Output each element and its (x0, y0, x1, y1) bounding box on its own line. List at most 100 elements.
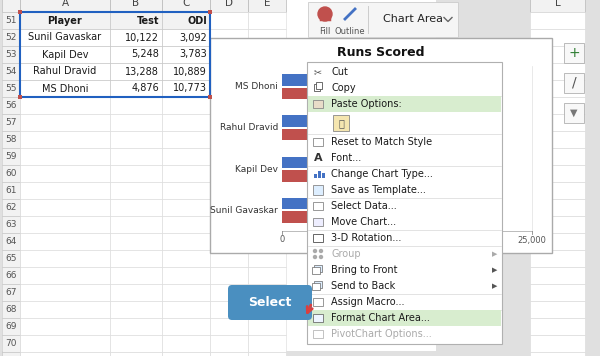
FancyBboxPatch shape (162, 318, 210, 335)
FancyBboxPatch shape (110, 335, 162, 352)
FancyBboxPatch shape (2, 284, 20, 301)
FancyBboxPatch shape (208, 95, 212, 99)
FancyBboxPatch shape (530, 97, 585, 114)
FancyBboxPatch shape (110, 80, 162, 97)
Text: ▶: ▶ (493, 283, 497, 289)
FancyBboxPatch shape (162, 63, 210, 80)
FancyBboxPatch shape (210, 352, 248, 356)
FancyBboxPatch shape (210, 233, 248, 250)
FancyBboxPatch shape (248, 233, 286, 250)
FancyBboxPatch shape (162, 301, 210, 318)
Text: ✂: ✂ (314, 67, 322, 77)
FancyBboxPatch shape (530, 250, 585, 267)
FancyBboxPatch shape (2, 0, 436, 351)
Circle shape (320, 256, 323, 258)
FancyBboxPatch shape (314, 174, 317, 178)
Text: Copy: Copy (331, 83, 356, 93)
Text: Format Chart Area...: Format Chart Area... (331, 313, 430, 323)
Text: Rahul Dravid: Rahul Dravid (220, 124, 278, 132)
FancyBboxPatch shape (313, 202, 323, 210)
Text: Font...: Font... (331, 153, 361, 163)
FancyBboxPatch shape (248, 267, 286, 284)
FancyBboxPatch shape (210, 80, 248, 97)
FancyBboxPatch shape (110, 267, 162, 284)
Text: C: C (182, 0, 190, 9)
FancyBboxPatch shape (248, 29, 286, 46)
FancyBboxPatch shape (162, 0, 210, 12)
FancyBboxPatch shape (2, 114, 20, 131)
FancyBboxPatch shape (210, 250, 248, 267)
Text: 55: 55 (5, 84, 17, 93)
Text: Change Chart Type...: Change Chart Type... (331, 169, 433, 179)
FancyBboxPatch shape (530, 233, 585, 250)
FancyBboxPatch shape (530, 46, 585, 63)
FancyBboxPatch shape (312, 283, 320, 290)
FancyBboxPatch shape (530, 267, 585, 284)
FancyBboxPatch shape (2, 335, 20, 352)
Text: 59: 59 (5, 152, 17, 161)
Text: 63: 63 (5, 220, 17, 229)
FancyBboxPatch shape (110, 199, 162, 216)
FancyBboxPatch shape (110, 318, 162, 335)
FancyBboxPatch shape (282, 88, 390, 99)
FancyBboxPatch shape (110, 352, 162, 356)
FancyBboxPatch shape (20, 216, 110, 233)
FancyBboxPatch shape (312, 267, 320, 274)
FancyBboxPatch shape (530, 182, 585, 199)
Text: 13,288: 13,288 (125, 67, 159, 77)
Text: Reset to Match Style: Reset to Match Style (331, 137, 432, 147)
FancyBboxPatch shape (210, 199, 248, 216)
FancyBboxPatch shape (248, 335, 286, 352)
FancyBboxPatch shape (210, 148, 248, 165)
Text: 53: 53 (5, 50, 17, 59)
FancyBboxPatch shape (162, 233, 210, 250)
Text: E: E (264, 0, 270, 9)
Text: 65: 65 (5, 254, 17, 263)
Text: 25,000: 25,000 (518, 236, 547, 245)
Text: Sunil Gavaskar: Sunil Gavaskar (210, 206, 278, 215)
FancyBboxPatch shape (210, 63, 248, 80)
Text: ▼: ▼ (570, 108, 578, 118)
FancyBboxPatch shape (110, 233, 162, 250)
Text: 67: 67 (5, 288, 17, 297)
FancyBboxPatch shape (20, 131, 110, 148)
FancyBboxPatch shape (564, 73, 584, 93)
FancyBboxPatch shape (530, 335, 585, 352)
FancyBboxPatch shape (110, 148, 162, 165)
FancyBboxPatch shape (2, 216, 20, 233)
Text: Test: Test (137, 16, 159, 26)
Text: 3,092: 3,092 (179, 32, 207, 42)
FancyBboxPatch shape (2, 165, 20, 182)
FancyBboxPatch shape (530, 148, 585, 165)
FancyBboxPatch shape (210, 284, 248, 301)
Text: 10,889: 10,889 (173, 67, 207, 77)
FancyBboxPatch shape (314, 265, 322, 272)
Text: Player: Player (47, 16, 82, 26)
Text: Outline: Outline (335, 26, 365, 36)
Text: ODI: ODI (187, 16, 207, 26)
Text: 68: 68 (5, 305, 17, 314)
Text: 66: 66 (5, 271, 17, 280)
FancyBboxPatch shape (308, 310, 501, 326)
FancyBboxPatch shape (162, 131, 210, 148)
Text: +: + (568, 46, 580, 60)
FancyBboxPatch shape (248, 114, 286, 131)
FancyBboxPatch shape (162, 199, 210, 216)
FancyBboxPatch shape (530, 165, 585, 182)
FancyBboxPatch shape (248, 199, 286, 216)
FancyBboxPatch shape (282, 198, 383, 209)
FancyBboxPatch shape (248, 46, 286, 63)
Text: Bring to Front: Bring to Front (331, 265, 398, 275)
Text: Save as Template...: Save as Template... (331, 185, 426, 195)
FancyBboxPatch shape (210, 301, 248, 318)
FancyBboxPatch shape (20, 80, 110, 97)
Text: B: B (133, 0, 140, 9)
FancyBboxPatch shape (314, 281, 322, 288)
FancyBboxPatch shape (2, 318, 20, 335)
FancyBboxPatch shape (20, 301, 110, 318)
FancyBboxPatch shape (530, 318, 585, 335)
Text: 3-D Rotation...: 3-D Rotation... (331, 233, 401, 243)
FancyBboxPatch shape (210, 38, 552, 253)
FancyBboxPatch shape (210, 29, 248, 46)
FancyBboxPatch shape (162, 182, 210, 199)
